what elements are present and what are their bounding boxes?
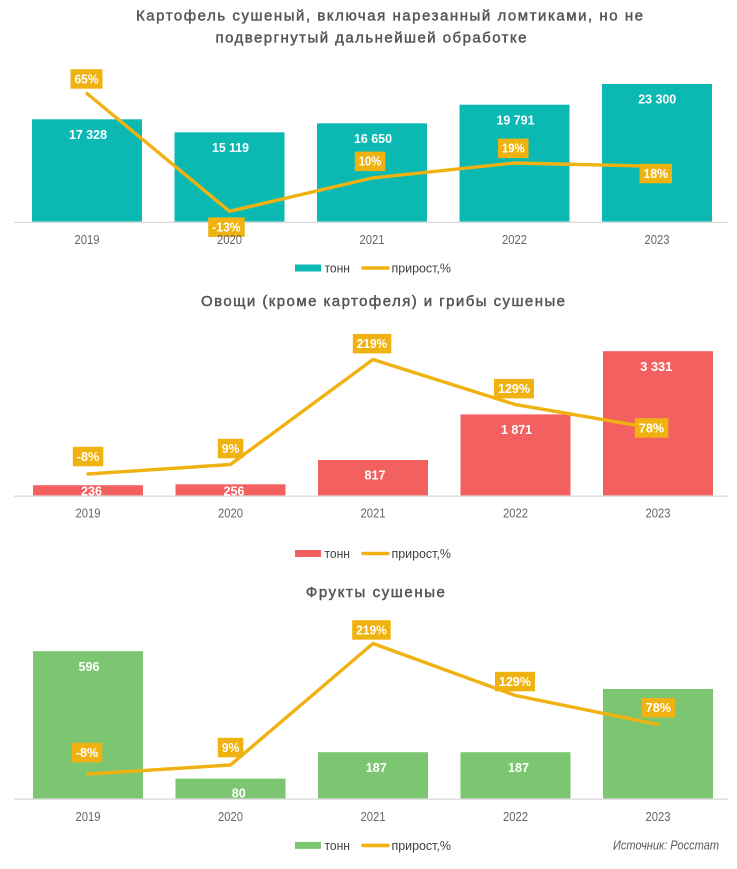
svg-text:2019: 2019 bbox=[75, 232, 100, 247]
svg-text:2021: 2021 bbox=[360, 232, 385, 247]
svg-text:19 791: 19 791 bbox=[497, 112, 535, 127]
svg-text:78%: 78% bbox=[639, 421, 665, 435]
svg-text:тонн: тонн bbox=[325, 546, 351, 561]
svg-text:2020: 2020 bbox=[217, 232, 242, 247]
svg-text:78%: 78% bbox=[646, 701, 672, 715]
svg-text:Овощи (кроме картофеля) и гриб: Овощи (кроме картофеля) и грибы сушеные bbox=[201, 293, 565, 310]
svg-text:256: 256 bbox=[224, 484, 245, 499]
svg-text:16 650: 16 650 bbox=[354, 131, 392, 146]
svg-text:596: 596 bbox=[79, 659, 100, 674]
svg-text:-8%: -8% bbox=[77, 450, 100, 464]
svg-text:19%: 19% bbox=[502, 142, 525, 156]
svg-text:236: 236 bbox=[81, 484, 102, 499]
svg-text:23 300: 23 300 bbox=[638, 92, 676, 107]
svg-text:817: 817 bbox=[365, 468, 386, 483]
svg-text:2022: 2022 bbox=[503, 809, 528, 824]
svg-text:прирост,%: прирост,% bbox=[392, 261, 452, 276]
svg-text:129%: 129% bbox=[498, 382, 530, 396]
svg-text:-13%: -13% bbox=[212, 221, 241, 235]
svg-text:2021: 2021 bbox=[361, 809, 386, 824]
svg-text:129%: 129% bbox=[499, 675, 531, 689]
svg-text:2021: 2021 bbox=[361, 505, 386, 520]
svg-text:2019: 2019 bbox=[76, 505, 101, 520]
svg-text:2022: 2022 bbox=[502, 232, 527, 247]
svg-text:Картофель сушеный, включая нар: Картофель сушеный, включая нарезанный ло… bbox=[136, 8, 643, 25]
svg-text:2020: 2020 bbox=[218, 809, 243, 824]
svg-text:прирост,%: прирост,% bbox=[392, 838, 452, 853]
svg-text:2020: 2020 bbox=[218, 505, 243, 520]
svg-text:187: 187 bbox=[366, 760, 387, 775]
svg-text:подвергнутый дальнейшей обрабо: подвергнутый дальнейшей обработке bbox=[216, 30, 527, 47]
svg-text:65%: 65% bbox=[75, 72, 99, 86]
svg-text:18%: 18% bbox=[644, 167, 669, 181]
svg-text:Фрукты сушеные: Фрукты сушеные bbox=[306, 584, 445, 601]
svg-text:3 331: 3 331 bbox=[640, 359, 672, 374]
svg-text:10%: 10% bbox=[359, 155, 382, 169]
svg-text:17 328: 17 328 bbox=[69, 127, 107, 142]
svg-text:219%: 219% bbox=[356, 623, 387, 637]
svg-text:Источник: Росстат: Источник: Росстат bbox=[613, 838, 719, 852]
svg-text:тонн: тонн bbox=[325, 838, 351, 853]
svg-text:2023: 2023 bbox=[646, 505, 671, 520]
svg-text:прирост,%: прирост,% bbox=[392, 546, 452, 561]
svg-text:9%: 9% bbox=[222, 442, 240, 456]
svg-text:9%: 9% bbox=[222, 741, 240, 755]
svg-text:15 119: 15 119 bbox=[212, 140, 249, 155]
svg-text:тонн: тонн bbox=[325, 261, 351, 276]
svg-text:187: 187 bbox=[508, 760, 529, 775]
svg-text:219%: 219% bbox=[357, 337, 388, 351]
svg-text:2023: 2023 bbox=[646, 809, 671, 824]
svg-text:2019: 2019 bbox=[76, 809, 101, 824]
svg-text:1 871: 1 871 bbox=[501, 422, 532, 437]
svg-text:80: 80 bbox=[232, 785, 246, 800]
svg-text:2022: 2022 bbox=[503, 505, 528, 520]
svg-text:2023: 2023 bbox=[645, 232, 670, 247]
svg-text:-8%: -8% bbox=[76, 746, 99, 760]
